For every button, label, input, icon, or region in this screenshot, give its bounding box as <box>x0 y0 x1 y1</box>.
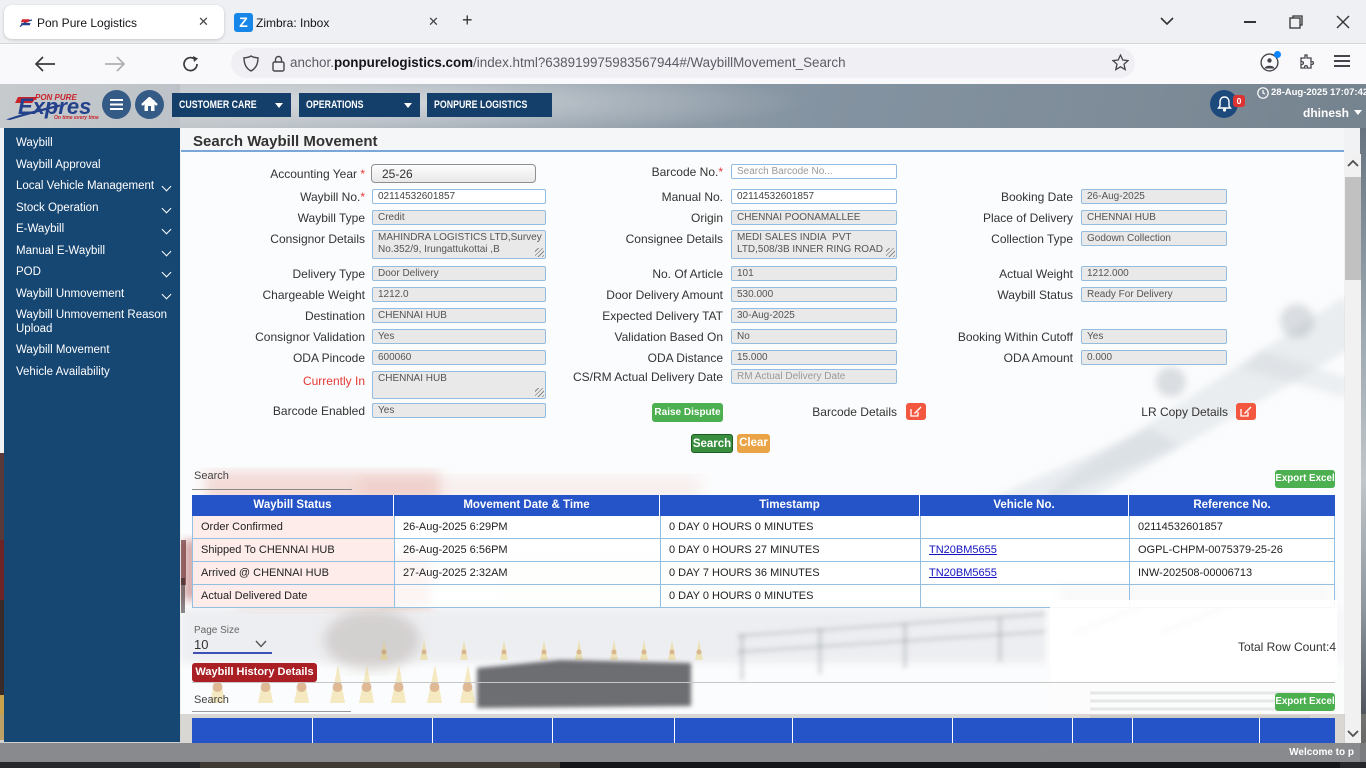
svg-text:On time every time: On time every time <box>54 115 99 121</box>
svg-text:Expres: Expres <box>18 94 91 119</box>
svg-text:PON PURE: PON PURE <box>35 93 77 102</box>
